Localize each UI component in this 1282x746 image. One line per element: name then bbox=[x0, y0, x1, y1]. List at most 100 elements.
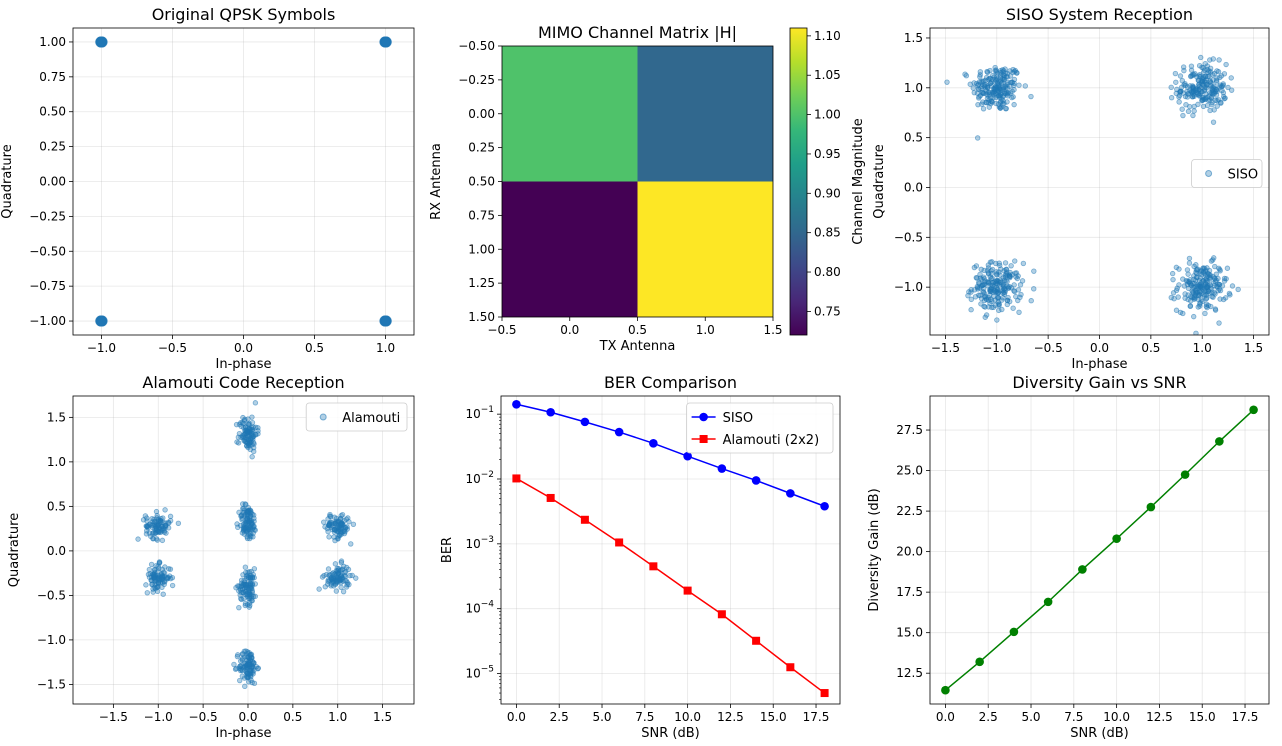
siso-point-3-43 bbox=[1170, 276, 1176, 283]
siso-point-2-175 bbox=[1007, 298, 1013, 305]
siso-title: SISO System Reception bbox=[1006, 5, 1193, 24]
siso-point-0-173 bbox=[980, 89, 986, 96]
siso-legend-marker-0 bbox=[1205, 170, 1213, 177]
alamouti-xtick-label-2: −0.5 bbox=[189, 710, 218, 724]
siso-point-2-188 bbox=[996, 307, 1002, 314]
siso-ytick-label-3: 0.5 bbox=[904, 131, 923, 145]
alamouti-point-3-98 bbox=[245, 574, 252, 581]
colorbar-tick-label-3: 0.90 bbox=[814, 186, 841, 200]
alamouti-point-0-90 bbox=[238, 434, 244, 441]
siso-point-3-162 bbox=[1170, 290, 1177, 296]
siso-point-3-72 bbox=[1175, 294, 1181, 300]
siso-xtick-label-5: 1.0 bbox=[1193, 341, 1212, 355]
siso-point-1-148 bbox=[1211, 107, 1217, 113]
siso-point-0-154 bbox=[983, 74, 990, 81]
siso-point-2-182 bbox=[985, 304, 992, 310]
qpsk-ytick-label-2: −0.50 bbox=[29, 244, 66, 258]
ber-legend-marker-0 bbox=[699, 412, 708, 422]
alamouti-point-1-94 bbox=[242, 663, 248, 670]
siso-xtick-label-6: 1.5 bbox=[1244, 341, 1263, 355]
siso-point-0-175 bbox=[990, 86, 997, 92]
siso-point-1-48 bbox=[1172, 70, 1179, 77]
mimo-xtick-label-2: 0.5 bbox=[628, 323, 647, 337]
alamouti-point-4-88 bbox=[158, 518, 164, 525]
alamouti-point-1-79 bbox=[231, 661, 237, 668]
alamouti-point-7-35 bbox=[316, 586, 322, 592]
siso-point-0-186 bbox=[1003, 83, 1009, 89]
colorbar-tick-label-0: 0.75 bbox=[814, 304, 841, 318]
siso-point-2-167 bbox=[1014, 275, 1020, 282]
siso-point-2-196 bbox=[993, 280, 999, 286]
mimo-xtick-label-1: 0.0 bbox=[560, 323, 579, 337]
siso-point-0-115 bbox=[1022, 83, 1028, 89]
siso-point-1-168 bbox=[1200, 82, 1206, 88]
alamouti-point-3-71 bbox=[236, 583, 242, 589]
alamouti-ytick-label-1: −1.0 bbox=[37, 633, 66, 647]
siso-point-1-195 bbox=[1207, 90, 1213, 96]
colorbar-gradient bbox=[790, 28, 807, 335]
colorbar-tick-label-1: 0.80 bbox=[814, 265, 841, 279]
alamouti-point-2-93 bbox=[245, 504, 252, 511]
mimo-cell-1-0 bbox=[502, 181, 638, 317]
siso-point-0-174 bbox=[998, 87, 1004, 93]
alamouti-point-7-83 bbox=[339, 575, 345, 581]
siso-point-0-191 bbox=[1000, 87, 1006, 93]
alamouti-ytick-label-6: 1.5 bbox=[47, 410, 66, 424]
alamouti-xtick-label-5: 1.0 bbox=[328, 710, 347, 724]
siso-point-1-164 bbox=[1207, 78, 1213, 84]
alamouti-frame-group: −1.5 −1.0 −0.5 0.0 0.5 1.0 1.5 −1.5 −1.0 −0.5 0.0 0… bbox=[7, 373, 415, 741]
alamouti-point-7-88 bbox=[334, 577, 340, 583]
alamouti-point-7-37 bbox=[332, 561, 339, 567]
siso-point-2-194 bbox=[1001, 286, 1007, 293]
alamouti-point-2-95 bbox=[251, 523, 257, 529]
qpsk-xtick-label-0: −1.0 bbox=[87, 341, 116, 355]
siso-point-3-48 bbox=[1184, 267, 1191, 273]
siso-point-1-142 bbox=[1198, 77, 1205, 84]
alamouti-point-4-86 bbox=[152, 530, 159, 536]
ber-line-0 bbox=[516, 403, 825, 507]
qpsk-ytick-label-5: 0.25 bbox=[39, 140, 66, 154]
siso-point-2-199 bbox=[1031, 286, 1037, 292]
siso-point-3-71 bbox=[1212, 263, 1218, 270]
siso-point-2-110 bbox=[994, 317, 1000, 323]
gain-frame bbox=[929, 395, 1270, 705]
siso-point-2-49 bbox=[965, 292, 971, 299]
alamouti-point-4-43 bbox=[175, 520, 182, 526]
siso-xtick-label-1: −1.0 bbox=[982, 341, 1011, 355]
siso-point-3-123 bbox=[1208, 303, 1214, 310]
alamouti-point-5-76 bbox=[159, 584, 165, 591]
ber-marker-1-6 bbox=[717, 610, 726, 619]
siso-point-1-36 bbox=[1191, 108, 1197, 114]
alamouti-title: Alamouti Code Reception bbox=[142, 373, 344, 392]
ber-marker-1-1 bbox=[546, 493, 555, 502]
siso-point-0-188 bbox=[1007, 79, 1014, 86]
siso-point-3-172 bbox=[1191, 313, 1197, 320]
siso-point-1-58 bbox=[1216, 57, 1222, 63]
siso-point-2-191 bbox=[1003, 266, 1010, 273]
mimo-xtick-label-3: 1.0 bbox=[696, 323, 715, 337]
siso-point-3-174 bbox=[1202, 288, 1208, 294]
alamouti-point-2-90 bbox=[251, 515, 257, 521]
ber-marker-0-1 bbox=[546, 407, 555, 417]
alamouti-point-3-97 bbox=[249, 592, 255, 598]
alamouti-point-1-64 bbox=[255, 665, 262, 671]
alamouti-point-5-78 bbox=[155, 584, 161, 590]
qpsk-xlabel: In-phase bbox=[216, 357, 272, 372]
alamouti-point-4-21 bbox=[167, 513, 174, 520]
siso-point-3-64 bbox=[1176, 282, 1182, 288]
qpsk-ytick-label-0: −1.00 bbox=[29, 314, 66, 328]
siso-points bbox=[944, 54, 1241, 335]
mimo-ytick-label-6: 1.00 bbox=[468, 242, 495, 256]
siso-point-1-188 bbox=[1178, 88, 1184, 94]
alamouti-point-6-61 bbox=[328, 513, 334, 520]
siso-point-1-107 bbox=[1182, 82, 1189, 89]
alamouti-point-1-85 bbox=[244, 649, 251, 655]
qpsk-ytick-label-3: −0.25 bbox=[29, 209, 66, 223]
alamouti-point-6-45 bbox=[339, 512, 346, 518]
alamouti-point-6-50 bbox=[344, 524, 350, 530]
qpsk-points bbox=[95, 36, 392, 327]
ber-marker-1-4 bbox=[649, 562, 658, 571]
siso-point-0-199 bbox=[993, 68, 999, 74]
alamouti-point-2-76 bbox=[244, 535, 251, 542]
siso-ytick-label-4: 1.0 bbox=[904, 81, 923, 95]
